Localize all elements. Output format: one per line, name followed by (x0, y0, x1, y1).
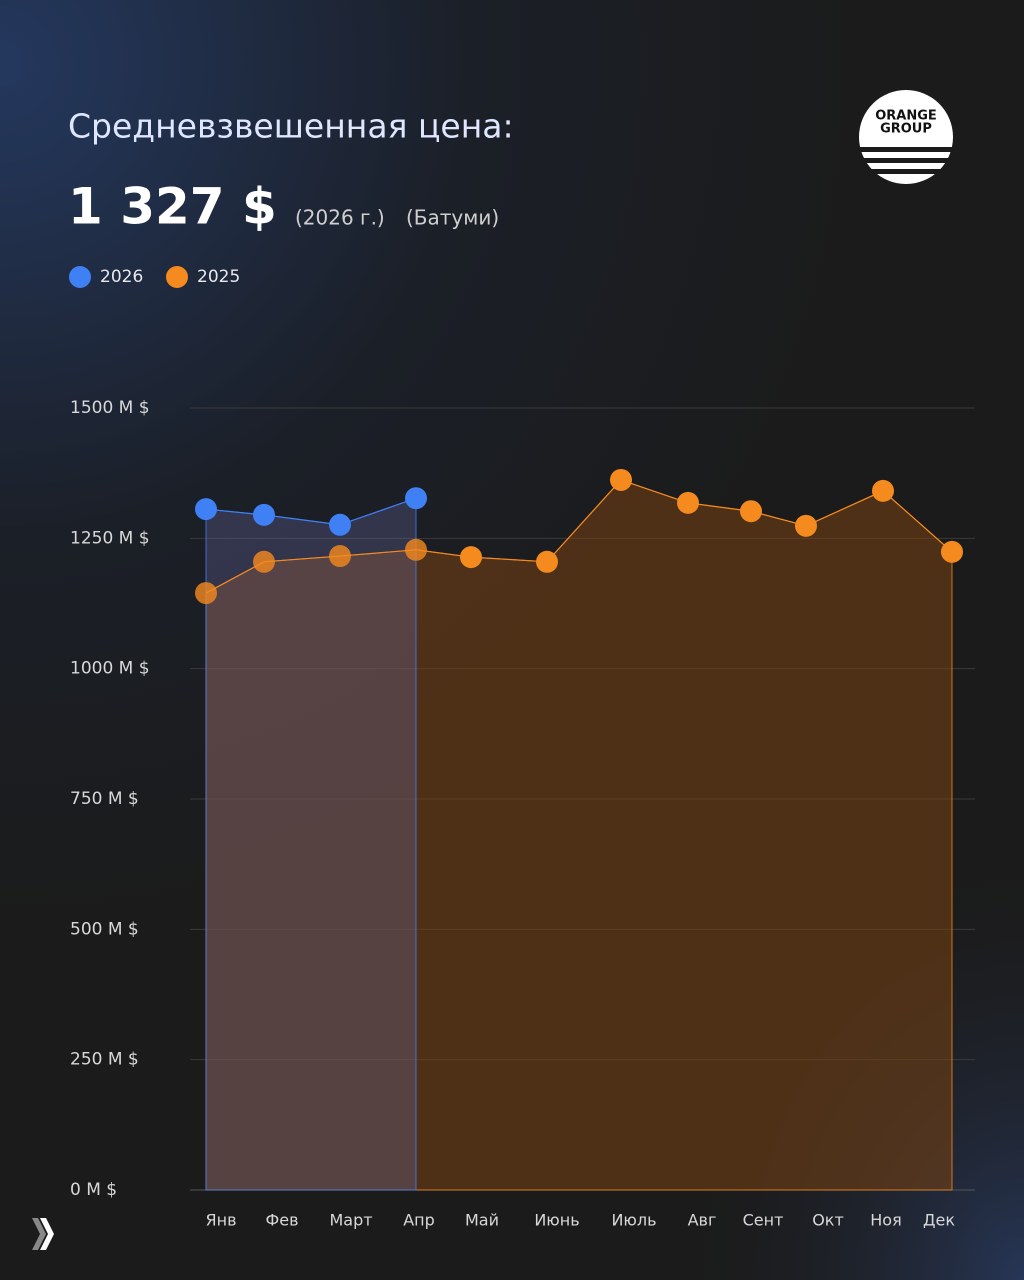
legend-label: 2025 (197, 267, 240, 287)
y-tick-label: 500 M $ (70, 919, 139, 939)
x-tick-label: Ноя (870, 1211, 901, 1230)
x-tick-label: Янв (205, 1211, 236, 1230)
x-tick-label: Июнь (534, 1211, 579, 1230)
legend-swatch (69, 266, 91, 288)
legend-label: 2026 (100, 267, 143, 287)
line (205, 497, 417, 526)
x-tick-label: Окт (812, 1211, 844, 1230)
line (205, 479, 953, 594)
icon-shape (32, 1218, 46, 1250)
logo: ORANGE GROUP (856, 90, 956, 184)
x-tick-label: Май (465, 1211, 499, 1230)
logo-stripe (856, 147, 956, 152)
city-note: (Батуми) (406, 206, 499, 230)
point (329, 513, 351, 536)
y-tick-label: 1000 M $ (70, 659, 150, 679)
y-tick-label: 250 M $ (70, 1050, 139, 1070)
point (405, 487, 427, 510)
area (205, 497, 417, 1191)
x-tick-label: Сент (743, 1211, 784, 1230)
y-tick-label: 1250 M $ (70, 528, 150, 548)
logo-text: GROUP (880, 122, 932, 137)
corner-icon (32, 1218, 54, 1250)
x-tick-label: Авг (688, 1211, 717, 1230)
x-tick-label: Июль (611, 1211, 656, 1230)
headline-value: 1 327 $ (68, 178, 277, 236)
logo-stripe (856, 169, 956, 174)
point (610, 468, 632, 491)
logo-stripe (856, 158, 956, 163)
point (253, 503, 275, 526)
point (329, 545, 351, 568)
year-note: (2026 г.) (295, 206, 385, 230)
point (677, 491, 699, 514)
point (195, 498, 217, 521)
point (460, 546, 482, 569)
legend-swatch (166, 266, 188, 288)
y-tick-label: 0 M $ (70, 1180, 117, 1200)
point (740, 500, 762, 523)
point (195, 582, 217, 605)
point (405, 538, 427, 561)
x-tick-label: Дек (923, 1211, 955, 1230)
logo-text: ORANGE (875, 109, 937, 124)
y-tick-label: 1500 M $ (70, 398, 150, 418)
chart-title: Средневзвешенная цена: (68, 107, 514, 146)
icon-shape (40, 1218, 54, 1250)
x-tick-label: Март (329, 1211, 372, 1230)
point (872, 479, 894, 502)
x-tick-label: Фев (265, 1211, 298, 1230)
point (795, 514, 817, 537)
y-tick-label: 750 M $ (70, 789, 139, 809)
point (536, 550, 558, 573)
point (253, 550, 275, 573)
x-tick-label: Апр (403, 1211, 435, 1230)
point (941, 540, 963, 563)
